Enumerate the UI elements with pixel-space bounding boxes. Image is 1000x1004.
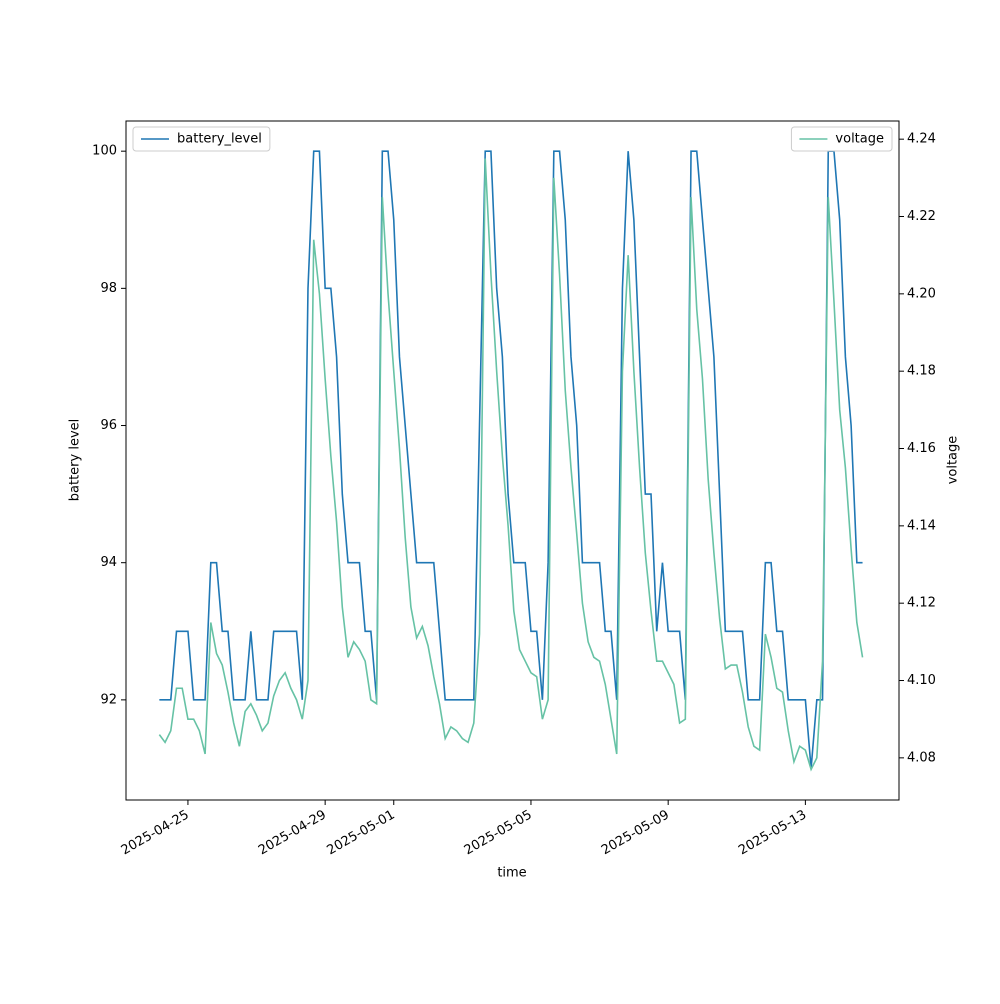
- y2-tick-label: 4.22: [907, 209, 936, 224]
- legend: battery_level: [132, 126, 271, 152]
- legend-label: voltage: [835, 132, 884, 147]
- y2-tick-label: 4.14: [907, 518, 936, 533]
- y2-tick-label: 4.16: [907, 441, 936, 456]
- legend: voltage: [790, 126, 893, 152]
- y2-tick-label: 4.20: [907, 286, 936, 301]
- y-tick-label: 96: [100, 418, 117, 433]
- x-tick-label: 2025-05-05: [462, 808, 535, 859]
- plot-frame: [125, 120, 900, 801]
- y2-tick-label: 4.12: [907, 596, 936, 611]
- x-tick-label: 2025-05-01: [325, 808, 398, 859]
- x-tick-label: 2025-04-29: [256, 808, 329, 859]
- x-tick-label: 2025-05-13: [736, 808, 809, 859]
- y-tick-label: 92: [100, 692, 117, 707]
- series-line: [159, 150, 863, 769]
- y2-tick-label: 4.18: [907, 364, 936, 379]
- legend-box: [790, 126, 893, 152]
- x-tick-label: 2025-05-09: [599, 808, 672, 859]
- y2-tick-label: 4.24: [907, 132, 936, 147]
- y-tick-label: 100: [92, 144, 117, 159]
- y2-axis-label: voltage: [946, 436, 961, 485]
- x-tick-label: 2025-04-25: [119, 808, 192, 859]
- legend-label: battery_level: [177, 132, 262, 147]
- y-tick-label: 98: [100, 281, 117, 296]
- y2-tick-label: 4.10: [907, 673, 936, 688]
- y-tick-label: 94: [100, 555, 117, 570]
- y-axis-label: battery level: [68, 419, 83, 502]
- legend-box: [132, 126, 271, 152]
- series-line: [158, 158, 864, 772]
- x-axis-label: time: [497, 866, 526, 881]
- y2-tick-label: 4.08: [907, 750, 936, 765]
